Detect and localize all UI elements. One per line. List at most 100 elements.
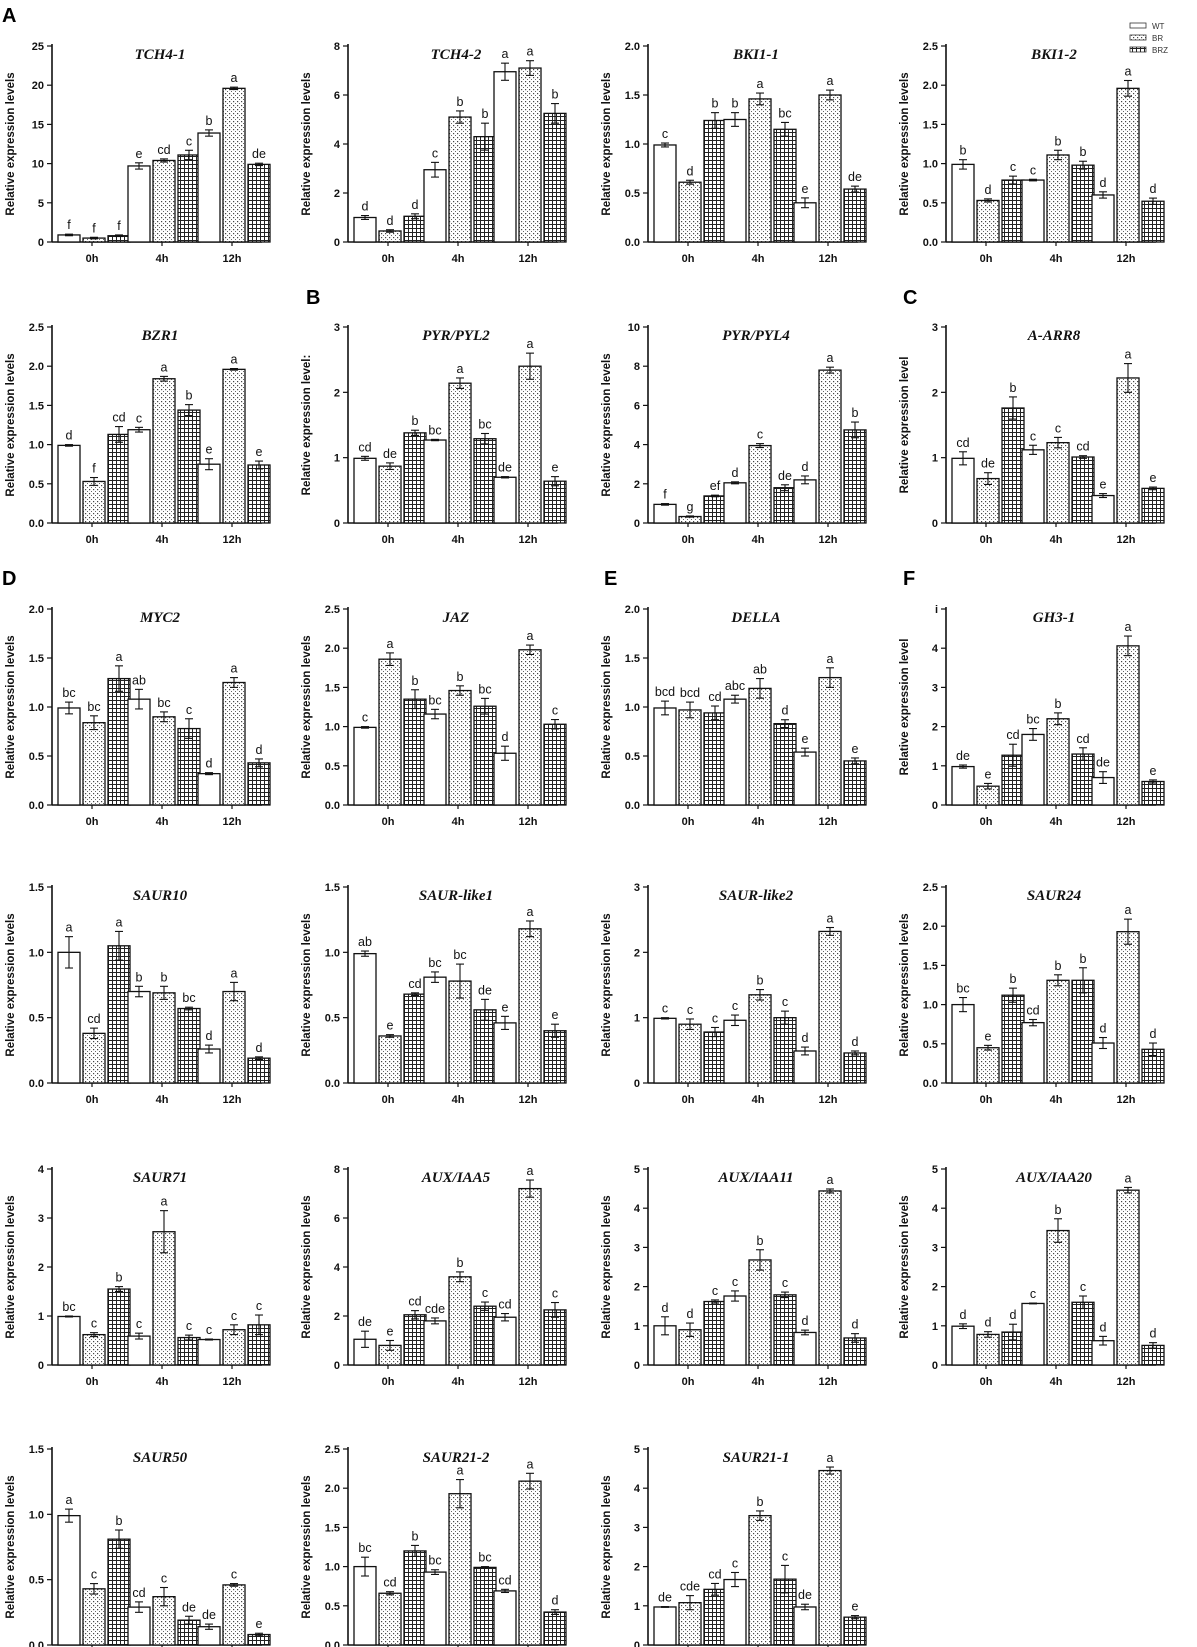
chart-saur-like1: Relative expression levels 0.0 0.5 1.0 1.5 SA…	[301, 882, 567, 1106]
y-axis-title: Relative expression levels	[601, 1475, 613, 1618]
y-tick-label: 2	[634, 1282, 640, 1294]
bar-br	[818, 369, 842, 524]
bar-wt	[1091, 494, 1115, 524]
significance-letter: b	[1010, 972, 1017, 986]
x-tick-label: 12h	[519, 253, 538, 265]
chart-title: SAUR10	[133, 888, 188, 904]
significance-letter: b	[457, 670, 464, 684]
bar-brz	[843, 1616, 867, 1646]
significance-letter: b	[1080, 952, 1087, 966]
significance-letter: g	[687, 500, 694, 514]
significance-letter: c	[552, 1287, 558, 1301]
bar-br	[152, 716, 176, 806]
bar-wt	[493, 1590, 517, 1646]
x-tick-label: 0h	[682, 534, 695, 546]
y-tick-label: 4	[634, 1483, 641, 1495]
significance-letter: b	[457, 1256, 464, 1270]
x-tick-label: 12h	[519, 1094, 538, 1106]
x-tick-label: 12h	[223, 534, 242, 546]
y-tick-label: 0.5	[325, 1601, 340, 1613]
y-tick-label: 2.0	[625, 41, 640, 53]
y-tick-label: 25	[32, 41, 44, 53]
significance-letter: c	[712, 1284, 718, 1298]
chart-title: SAUR24	[1027, 888, 1082, 904]
significance-letter: e	[985, 767, 992, 781]
bar-brz	[773, 128, 797, 243]
significance-letter: d	[387, 214, 394, 228]
y-tick-label: 1.0	[325, 722, 340, 734]
bar-br	[82, 1333, 106, 1366]
bar-br	[818, 1469, 842, 1646]
x-tick-label: 4h	[752, 253, 765, 265]
x-tick-label: 0h	[682, 1094, 695, 1106]
bar-wt	[127, 429, 151, 524]
bar-br	[222, 368, 246, 524]
y-axis-title: Relative expression levels	[601, 353, 613, 496]
bar-wt	[793, 1606, 817, 1646]
bar-brz	[177, 409, 201, 524]
chart-saur10: Relative expression levels 0.0 0.5 1.0 1.5 SA…	[5, 882, 271, 1106]
y-tick-label: 3	[634, 1242, 640, 1254]
bar-wt	[127, 165, 151, 243]
y-tick-label: 5	[38, 198, 44, 210]
significance-letter: a	[231, 662, 238, 676]
x-tick-label: 12h	[819, 1376, 838, 1388]
bar-br	[518, 1187, 542, 1366]
significance-letter: c	[91, 1317, 97, 1331]
significance-letter: de	[383, 447, 397, 461]
bar-br	[378, 658, 402, 806]
y-tick-label: 8	[634, 361, 640, 373]
significance-letter: bcd	[680, 686, 700, 700]
significance-letter: a	[757, 77, 764, 91]
chart-bzr1: Relative expression levels 0.0 0.5 1.0 1.5 2.…	[5, 322, 271, 546]
significance-letter: cd	[1026, 1003, 1039, 1017]
chart-title: TCH4-2	[431, 47, 482, 63]
y-axis-title: Relative expression levels	[601, 72, 613, 215]
significance-letter: a	[527, 1164, 534, 1178]
significance-letter: b	[1010, 381, 1017, 395]
y-tick-label: 0.0	[625, 237, 640, 249]
significance-letter: d	[1100, 1022, 1107, 1036]
bar-wt	[127, 1335, 151, 1366]
significance-letter: a	[116, 650, 123, 664]
bar-wt	[197, 132, 221, 243]
y-tick-label: 3	[38, 1213, 44, 1225]
bar-brz	[403, 215, 427, 243]
legend: WT BR BRZ	[1129, 22, 1168, 55]
significance-letter: b	[116, 1514, 123, 1528]
bar-brz	[247, 163, 271, 243]
chart-title: SAUR71	[133, 1170, 187, 1186]
bar-brz	[403, 1314, 427, 1366]
significance-letter: c	[1030, 429, 1036, 443]
significance-letter: bc	[62, 686, 75, 700]
significance-letter: c	[136, 1317, 142, 1331]
y-tick-label: 1.5	[625, 90, 640, 102]
bar-br	[678, 709, 702, 806]
x-tick-label: 0h	[382, 1094, 395, 1106]
significance-letter: bc	[453, 948, 466, 962]
bar-brz	[773, 1017, 797, 1084]
significance-letter: a	[827, 351, 834, 365]
significance-letter: c	[782, 1276, 788, 1290]
significance-letter: d	[802, 1314, 809, 1328]
x-tick-label: 0h	[86, 1376, 99, 1388]
significance-letter: d	[412, 198, 419, 212]
x-tick-label: 4h	[156, 1376, 169, 1388]
bar-br	[222, 87, 246, 243]
bar-wt	[197, 1048, 221, 1084]
significance-letter: f	[117, 219, 121, 233]
bar-brz	[773, 723, 797, 806]
x-tick-label: 4h	[1050, 534, 1063, 546]
x-tick-label: 12h	[1117, 1094, 1136, 1106]
x-tick-label: 4h	[1050, 816, 1063, 828]
significance-letter: ef	[710, 479, 721, 493]
y-axis-title: Relative expression levels	[899, 1195, 911, 1338]
bar-br	[818, 94, 842, 243]
y-axis-title: Relative expression levels	[601, 1195, 613, 1338]
significance-letter: d	[1010, 1308, 1017, 1322]
x-tick-label: 0h	[682, 253, 695, 265]
bar-brz	[177, 1007, 201, 1084]
y-tick-label: 2.0	[29, 604, 44, 616]
y-axis-title: Relative expression levels	[899, 72, 911, 215]
